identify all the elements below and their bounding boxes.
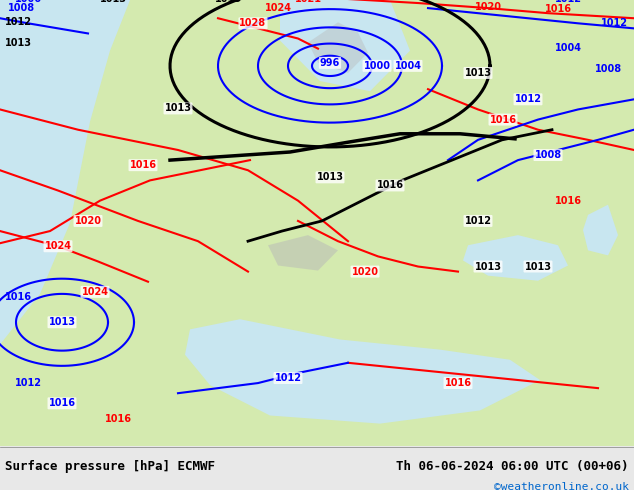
Polygon shape	[0, 0, 130, 344]
Polygon shape	[583, 205, 618, 255]
Text: 1016: 1016	[5, 292, 32, 302]
Text: Surface pressure [hPa] ECMWF: Surface pressure [hPa] ECMWF	[5, 460, 215, 473]
Text: ©weatheronline.co.uk: ©weatheronline.co.uk	[494, 482, 629, 490]
Text: Th 06-06-2024 06:00 UTC (00+06): Th 06-06-2024 06:00 UTC (00+06)	[396, 460, 629, 473]
Text: 1016: 1016	[377, 180, 403, 191]
Text: 1006: 1006	[15, 0, 41, 4]
Text: 1020: 1020	[351, 267, 378, 276]
Text: 1013: 1013	[100, 0, 127, 4]
Text: 1000: 1000	[363, 61, 391, 71]
Text: 1012: 1012	[601, 18, 628, 28]
Polygon shape	[280, 0, 410, 91]
Text: 1012: 1012	[275, 373, 302, 383]
Text: 1012: 1012	[5, 17, 32, 27]
Text: 1004: 1004	[555, 43, 581, 52]
Text: 1012: 1012	[465, 216, 491, 226]
Text: 1020: 1020	[75, 216, 101, 226]
Text: 1016: 1016	[555, 196, 581, 206]
Text: 1013: 1013	[214, 0, 242, 4]
Text: 1012: 1012	[515, 94, 541, 104]
Text: 1013: 1013	[5, 38, 32, 48]
Text: 1016: 1016	[48, 398, 75, 408]
Polygon shape	[308, 22, 368, 73]
Text: 1024: 1024	[44, 241, 72, 251]
Text: 1004: 1004	[394, 61, 422, 71]
Text: 1012: 1012	[15, 378, 41, 388]
Text: 1021: 1021	[295, 0, 321, 4]
Text: 1013: 1013	[48, 317, 75, 327]
Text: 1020: 1020	[474, 2, 501, 12]
Text: 1024: 1024	[82, 287, 108, 297]
Text: 1013: 1013	[524, 262, 552, 271]
Text: 1008: 1008	[534, 150, 562, 160]
Text: 1016: 1016	[545, 4, 571, 14]
Polygon shape	[268, 235, 338, 270]
Text: 1008: 1008	[595, 64, 621, 74]
Text: 1013: 1013	[316, 172, 344, 182]
Text: 1012: 1012	[555, 0, 581, 4]
Text: 1024: 1024	[264, 3, 292, 13]
Text: 1013: 1013	[465, 68, 491, 78]
Polygon shape	[185, 319, 540, 423]
Text: 1016: 1016	[105, 414, 131, 423]
Text: 1028: 1028	[240, 18, 266, 28]
Text: 1013: 1013	[164, 103, 191, 113]
Text: 996: 996	[320, 58, 340, 68]
Text: 1013: 1013	[474, 262, 501, 271]
Text: 1016: 1016	[489, 115, 517, 124]
Text: 1016: 1016	[444, 378, 472, 388]
Polygon shape	[463, 235, 568, 281]
Text: 1016: 1016	[129, 160, 157, 170]
Text: 1008: 1008	[8, 3, 35, 13]
